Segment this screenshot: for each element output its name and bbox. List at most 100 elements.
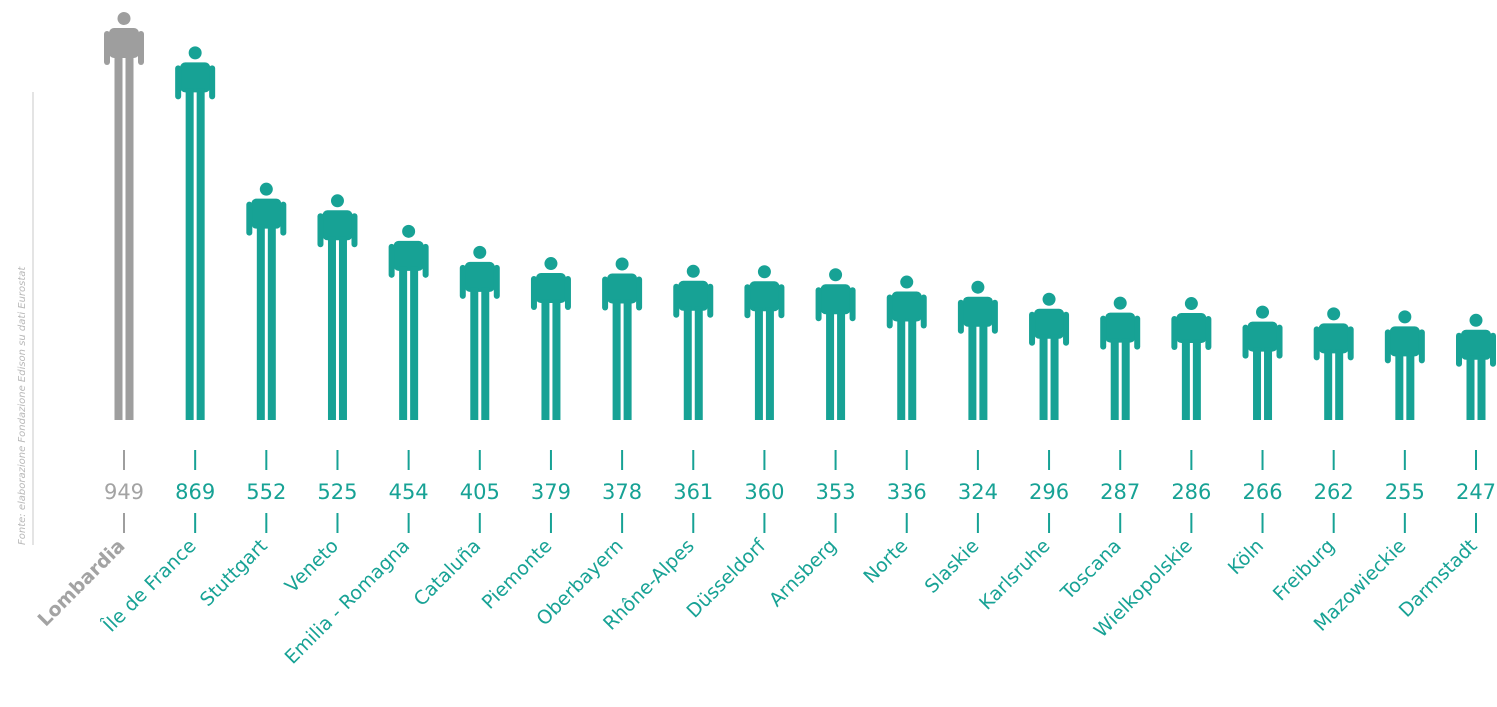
person-leg-right (1264, 347, 1273, 420)
person-leg-left (327, 236, 336, 420)
person-leg-right (196, 88, 205, 420)
value-label-emilia-romagna: 454 (389, 480, 429, 504)
person-leg-left (1253, 347, 1262, 420)
person-head (544, 257, 558, 271)
person-figure-mazowieckie (1384, 310, 1425, 420)
value-label-arnsberg: 353 (816, 480, 856, 504)
person-leg-left (541, 299, 550, 420)
person-leg-left (1324, 349, 1333, 420)
person-leg-right (1050, 334, 1059, 420)
person-head (900, 275, 914, 289)
person-torso (464, 261, 495, 292)
value-label-piemonte: 379 (531, 480, 571, 504)
person-leg-right (1477, 355, 1486, 420)
person-figure-lombardia (104, 12, 144, 420)
value-label-toscana: 287 (1100, 480, 1140, 504)
value-label-dusseldorf: 360 (744, 480, 784, 504)
person-arm-left (1029, 311, 1036, 346)
person-arm-right (1490, 332, 1496, 367)
person-arm-left (530, 276, 537, 311)
value-label-ile-de-france: 869 (175, 480, 215, 504)
person-head (330, 194, 344, 208)
person-arm-right (778, 284, 785, 319)
value-label-oberbayern: 378 (602, 480, 642, 504)
person-torso (251, 198, 282, 229)
person-leg-left (470, 287, 479, 420)
person-head (1469, 313, 1483, 327)
person-arm-left (886, 294, 893, 329)
person-arm-right (1418, 329, 1425, 364)
category-label-karlsruhe: Karlsruhe (975, 535, 1054, 614)
value-labels-layer: 949 869 552 525 454 405 379 378 361 360 353 336 324 2… (104, 450, 1496, 533)
person-leg-right (552, 299, 561, 420)
person-figure-stuttgart (246, 182, 287, 420)
value-label-slaskie: 324 (958, 480, 998, 504)
person-head (1184, 297, 1198, 311)
person-arm-right (209, 65, 216, 100)
person-arm-left (459, 264, 466, 299)
person-arm-right (707, 283, 714, 318)
person-leg-right (623, 299, 632, 420)
category-label-cataluna: Cataluña (410, 535, 486, 611)
person-leg-left (256, 224, 265, 420)
value-label-lombardia: 949 (104, 480, 144, 504)
person-leg-right (338, 236, 347, 420)
category-label-emilia-romagna: Emilia - Romagna (281, 535, 415, 669)
person-arm-right (138, 31, 144, 65)
person-arm-right (493, 264, 500, 299)
person-arm-left (673, 283, 680, 318)
person-arm-right (1063, 311, 1070, 346)
person-leg-right (694, 306, 703, 420)
person-arm-right (564, 276, 571, 311)
person-head (473, 245, 487, 259)
person-leg-left (1466, 355, 1475, 420)
person-leg-right (765, 307, 774, 420)
person-arm-left (104, 31, 110, 65)
category-label-toscana: Toscana (1056, 535, 1126, 605)
person-figure-cataluna (459, 245, 500, 420)
person-figure-arnsberg (815, 268, 856, 420)
person-leg-left (114, 54, 123, 420)
person-figure-rhone-alpes (673, 264, 714, 420)
person-torso (678, 280, 709, 311)
person-torso (535, 273, 566, 304)
value-label-stuttgart: 552 (246, 480, 286, 504)
person-torso (962, 296, 993, 327)
person-head (971, 280, 985, 294)
value-label-koln: 266 (1242, 480, 1282, 504)
person-arm-left (1384, 329, 1391, 364)
person-arm-left (602, 276, 609, 311)
person-head (1398, 310, 1412, 324)
person-arm-right (422, 243, 429, 278)
person-arm-right (1347, 326, 1354, 361)
person-head (1327, 307, 1341, 321)
value-label-rhone-alpes: 361 (673, 480, 713, 504)
person-figure-ile-de-france (175, 46, 216, 420)
person-arm-left (744, 284, 751, 319)
person-figure-freiburg (1313, 307, 1354, 420)
person-leg-left (897, 317, 906, 420)
person-head (829, 268, 843, 282)
source-note-group: Fonte: elaborazione Fondazione Edison su… (17, 92, 34, 545)
person-arm-right (991, 299, 998, 334)
value-label-wielkopolskie: 286 (1171, 480, 1211, 504)
person-torso (1176, 313, 1207, 344)
person-arm-left (1100, 315, 1107, 350)
person-figure-oberbayern (602, 257, 643, 420)
person-torso (1034, 308, 1065, 339)
person-head (757, 265, 771, 279)
person-arm-right (849, 287, 856, 322)
person-arm-left (1242, 324, 1249, 359)
person-leg-right (1406, 352, 1415, 420)
person-torso (1461, 329, 1491, 360)
category-label-koln: Köln (1224, 535, 1268, 579)
person-head (1113, 296, 1127, 310)
person-arm-right (1134, 315, 1141, 350)
person-arm-right (1276, 324, 1283, 359)
person-arm-left (1313, 326, 1320, 361)
person-torso (1247, 321, 1278, 352)
person-arm-right (920, 294, 927, 329)
person-torso (891, 291, 922, 322)
person-figure-karlsruhe (1029, 292, 1070, 420)
